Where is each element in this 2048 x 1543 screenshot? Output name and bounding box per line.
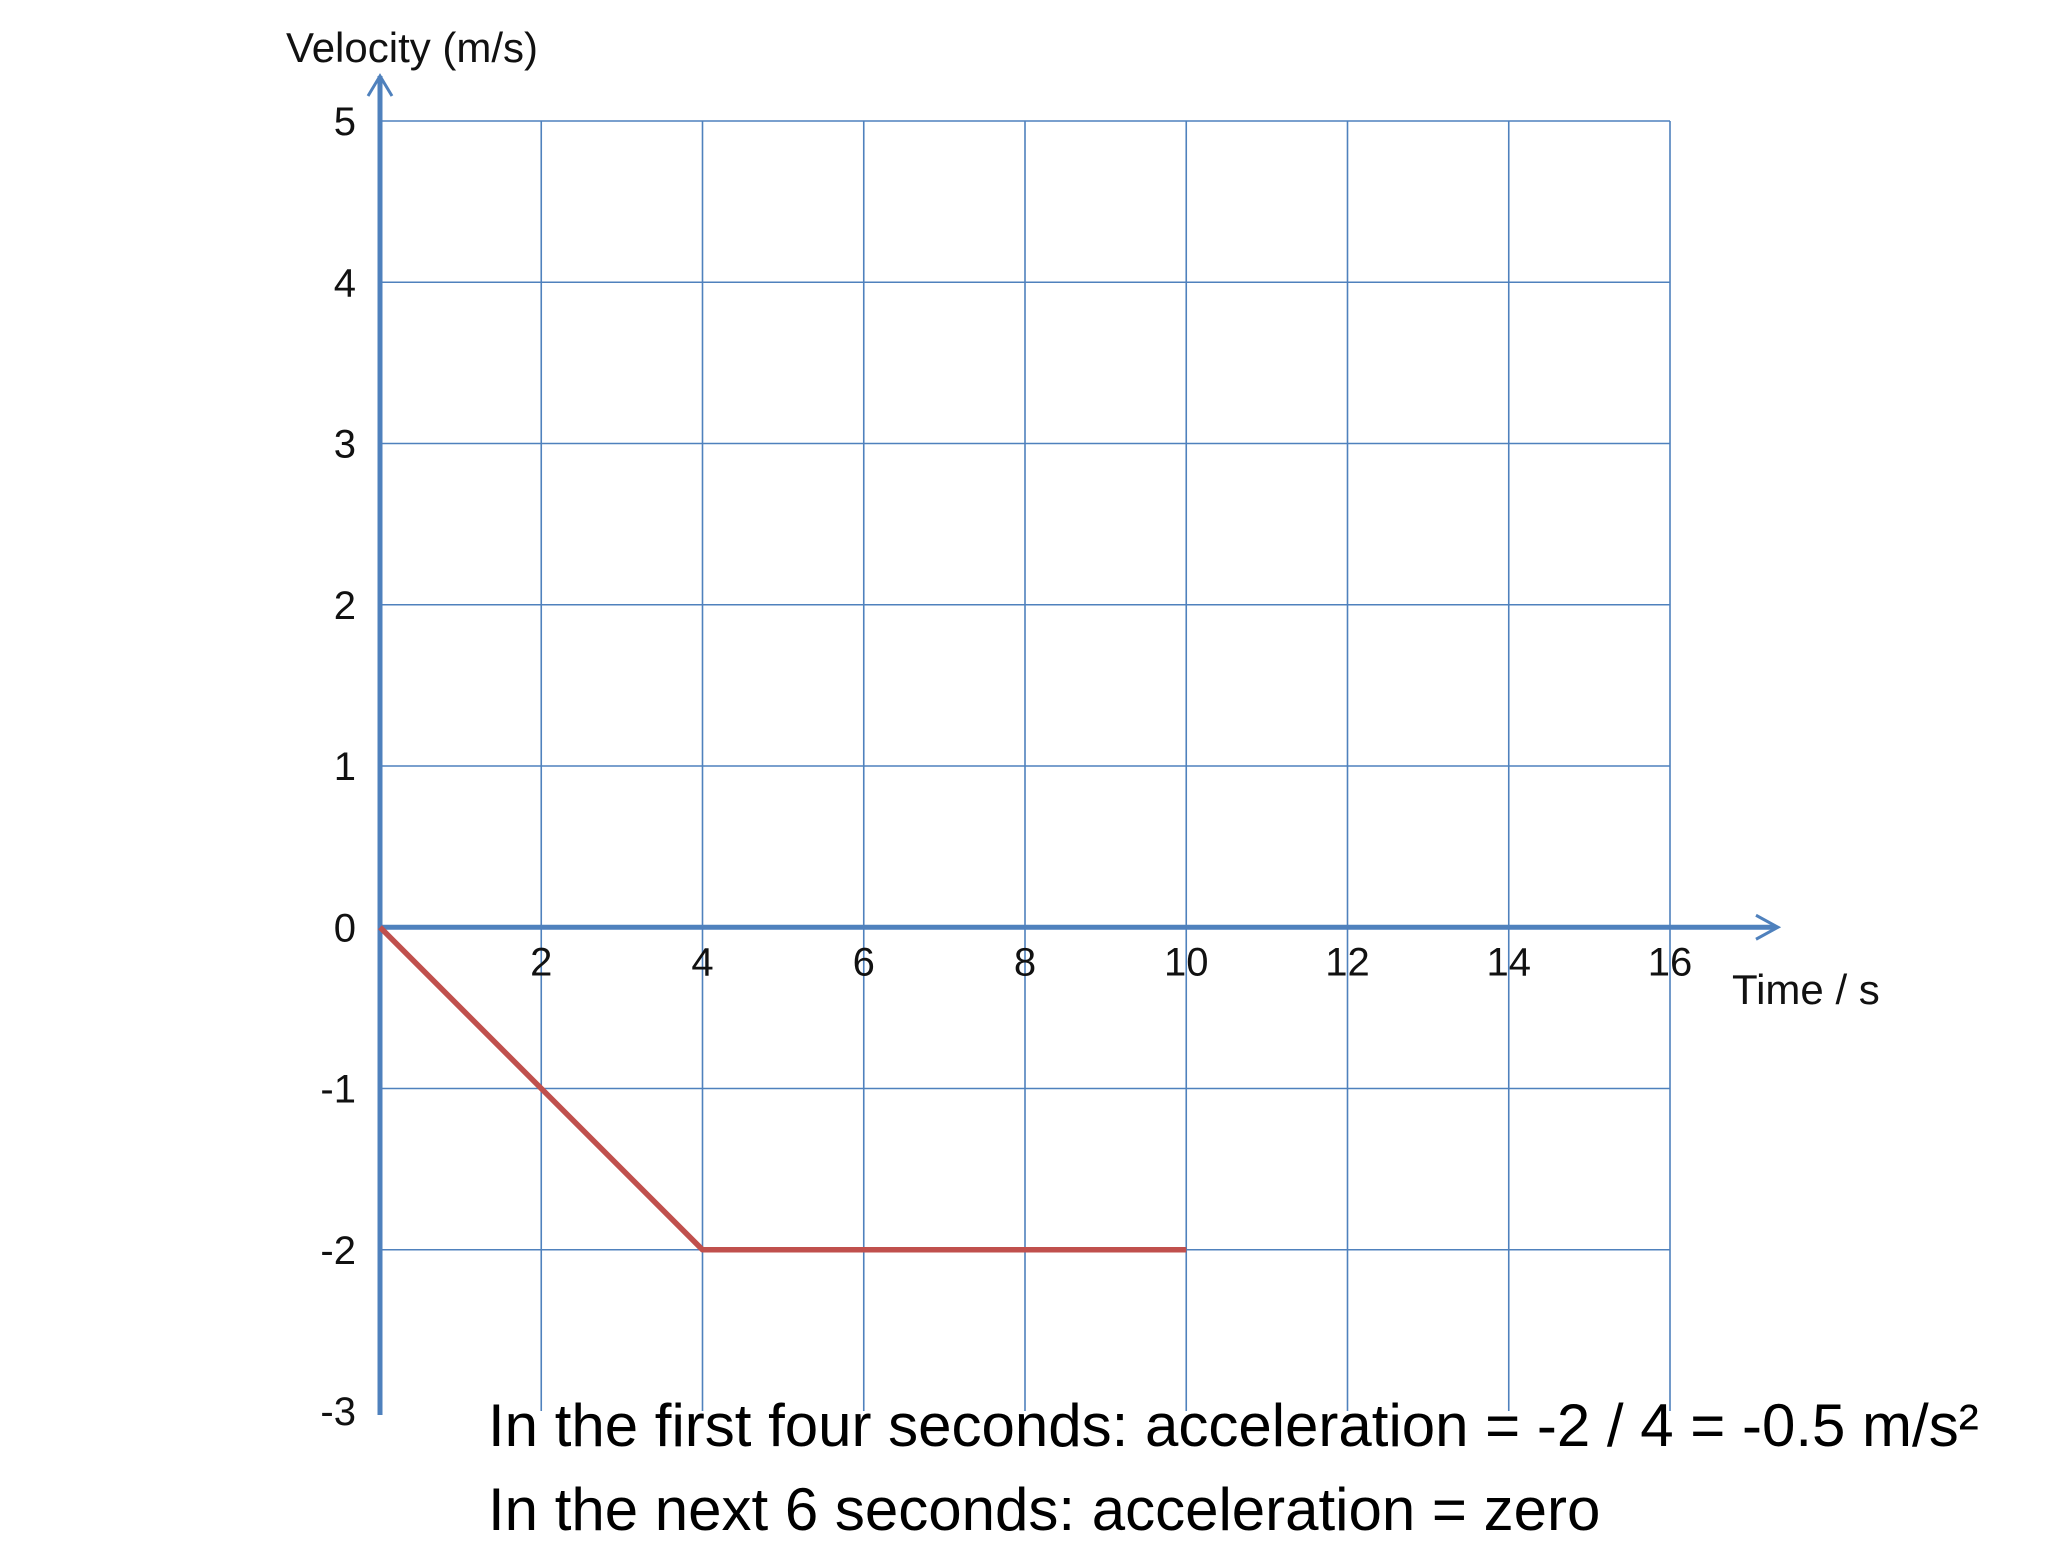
- y-tick-label: 1: [334, 745, 356, 789]
- x-tick-label: 10: [1164, 940, 1209, 984]
- x-axis-arrow-icon: [1755, 913, 1782, 941]
- x-tick-label: 4: [691, 940, 713, 984]
- y-tick-label: -2: [320, 1229, 356, 1273]
- annotation-next-six-seconds: In the next 6 seconds: acceleration = ze…: [488, 1476, 1601, 1543]
- grid: [380, 120, 1671, 1411]
- y-tick-label: 5: [334, 100, 356, 144]
- x-tick-label: 6: [853, 940, 875, 984]
- x-tick-label: 2: [530, 940, 552, 984]
- x-tick-label: 14: [1487, 940, 1532, 984]
- x-tick-label: 12: [1325, 940, 1370, 984]
- x-axis-label: Time / s: [1732, 966, 1880, 1013]
- x-tick-label: 16: [1648, 940, 1693, 984]
- y-tick-label: -1: [320, 1068, 356, 1112]
- y-tick-label: -3: [320, 1390, 356, 1434]
- x-tick-label: 8: [1014, 940, 1036, 984]
- y-tick-label: 4: [334, 261, 356, 305]
- series: [378, 925, 1187, 1253]
- y-tick-label: 2: [334, 584, 356, 628]
- y-axis-label: Velocity (m/s): [286, 24, 538, 71]
- series-line: [378, 925, 1187, 1253]
- annotation-first-four-seconds: In the first four seconds: acceleration …: [488, 1392, 1979, 1459]
- axes: [366, 73, 1782, 1415]
- y-tick-label: 3: [334, 423, 356, 467]
- y-axis-arrow-icon: [366, 73, 394, 97]
- y-tick-label: 0: [334, 906, 356, 950]
